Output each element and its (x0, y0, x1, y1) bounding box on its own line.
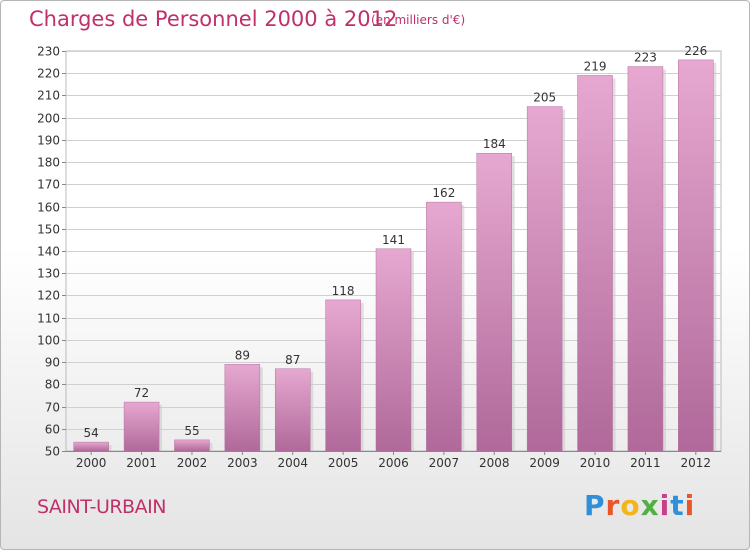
x-tick-label-2011: 2011 (630, 456, 661, 470)
logo-letter: t (670, 489, 685, 522)
data-labels: 54 72 55 89 87 118 141 162 184 205 219 223 226 (84, 44, 708, 440)
y-tick-label: 180 (37, 156, 60, 170)
x-tick-label-2003: 2003 (227, 456, 258, 470)
x-tick-label-2006: 2006 (378, 456, 409, 470)
x-tick-label-2005: 2005 (328, 456, 359, 470)
chart-title: Charges de Personnel 2000 à 2012 (29, 7, 398, 31)
x-tick-label-2010: 2010 (580, 456, 611, 470)
value-label-2012: 226 (684, 44, 707, 58)
x-tick-label-2002: 2002 (177, 456, 208, 470)
y-tick-label: 60 (45, 423, 60, 437)
proxiti-logo: Proxiti (584, 489, 695, 522)
y-tick-label: 210 (37, 89, 60, 103)
place-name: SAINT-URBAIN (37, 496, 166, 518)
value-label-2009: 205 (533, 91, 556, 105)
y-tick-label: 110 (37, 312, 60, 326)
y-tick-label: 220 (37, 67, 60, 81)
bar-2011 (627, 66, 664, 452)
y-tick-label: 80 (45, 378, 60, 392)
y-tick-label: 170 (37, 178, 60, 192)
logo-letter: i (659, 489, 671, 522)
x-tick-label-2004: 2004 (277, 456, 308, 470)
logo-letter: r (605, 489, 621, 522)
y-tick-label: 120 (37, 289, 60, 303)
y-tick-label: 90 (45, 356, 60, 370)
value-label-2010: 219 (584, 59, 607, 73)
bar-2007 (426, 201, 462, 452)
y-tick-label: 230 (37, 45, 60, 59)
logo-letter: x (640, 489, 660, 522)
value-label-2008: 184 (483, 137, 506, 151)
y-tick-label: 150 (37, 223, 60, 237)
value-label-2002: 55 (184, 424, 199, 438)
value-label-2001: 72 (134, 386, 149, 400)
logo-letter: i (684, 489, 696, 522)
value-label-2003: 89 (235, 348, 250, 362)
logo-letter: o (620, 489, 641, 522)
bars (73, 59, 717, 452)
y-tick-label: 140 (37, 245, 60, 259)
x-axis-ticks: 2000 2001 2002 2003 2004 2005 2006 2007 2008 2009… (66, 451, 721, 470)
y-tick-label: 160 (37, 201, 60, 215)
y-tick-label: 100 (37, 334, 60, 348)
bar-2000 (73, 441, 109, 452)
value-label-2004: 87 (285, 353, 300, 367)
chart-subtitle: (en milliers d'€) (371, 13, 466, 27)
x-tick-label-2000: 2000 (76, 456, 107, 470)
bar-2012 (678, 59, 714, 452)
bar-2001 (123, 401, 160, 452)
x-tick-label-2001: 2001 (126, 456, 157, 470)
y-tick-label: 70 (45, 401, 60, 415)
bar-2009 (526, 106, 563, 452)
x-tick-label-2007: 2007 (429, 456, 460, 470)
y-tick-label: 130 (37, 267, 60, 281)
bar-2010 (577, 75, 613, 452)
bar-2004 (274, 368, 311, 452)
x-tick-label-2009: 2009 (529, 456, 560, 470)
y-tick-label: 190 (37, 134, 60, 148)
x-tick-label-2008: 2008 (479, 456, 510, 470)
bar-2006 (375, 248, 412, 452)
value-label-2007: 162 (432, 186, 455, 200)
y-tick-label: 50 (45, 445, 60, 459)
bar-2003 (224, 364, 261, 452)
value-label-2011: 223 (634, 51, 657, 65)
value-label-2005: 118 (332, 284, 355, 298)
logo-letter: P (584, 489, 606, 522)
y-tick-label: 200 (37, 112, 60, 126)
value-label-2000: 54 (84, 426, 99, 440)
bar-2005 (325, 299, 361, 452)
x-tick-label-2012: 2012 (681, 456, 712, 470)
bar-2008 (476, 152, 513, 452)
y-axis-ticks: 50 60 70 80 90 100 110 120 130 140 150 160 170 180 190… (37, 45, 66, 459)
bar-2002 (174, 439, 210, 452)
value-label-2006: 141 (382, 233, 405, 247)
